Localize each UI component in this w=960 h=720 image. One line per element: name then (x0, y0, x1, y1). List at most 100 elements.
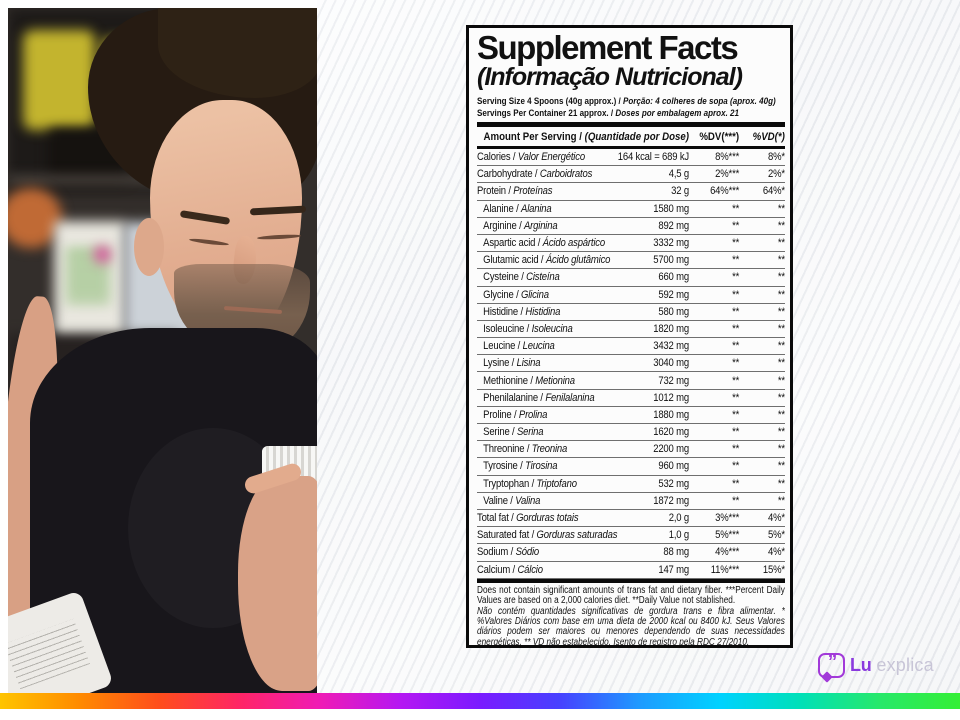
nutrient-name: Total fat / Gorduras totais (477, 512, 579, 525)
table-row: Calcium / Cálcio 147 mg 11%*** 15%* (477, 562, 785, 579)
table-row: Alanine / Alanina 1580 mg ** ** (477, 201, 785, 218)
footnotes: Does not contain significant amounts of … (477, 584, 785, 645)
servings-per-container-line: Servings Per Container 21 approx. / Dose… (477, 107, 740, 119)
table-row: Total fat / Gorduras totais 2,0 g 3%*** 4%* (477, 510, 785, 528)
nutrient-name: Protein / Proteínas (477, 185, 553, 198)
nutrient-vd-value: ** (777, 219, 785, 232)
nutrient-amount: 732 mg (658, 374, 689, 387)
nutrient-dv-value: 5%*** (715, 529, 740, 542)
nutrient-amount: 1580 mg (653, 202, 689, 215)
nutrient-vd-value: ** (777, 271, 785, 284)
nutrient-name: Cysteine / Cisteína (483, 271, 560, 284)
nutrient-amount: 592 mg (658, 288, 689, 301)
table-row: Protein / Proteínas 32 g 64%*** 64%* (477, 183, 785, 201)
footnote-english: Does not contain significant amounts of … (477, 584, 785, 607)
table-row: Phenilalanine / Fenilalanina 1012 mg ** ** (477, 390, 785, 407)
nutrient-amount: 1880 mg (653, 408, 689, 421)
nutrient-amount: 892 mg (658, 219, 689, 232)
nutrient-dv-value: ** (732, 374, 740, 387)
man-ear (134, 218, 164, 276)
nutrient-amount: 88 mg (663, 546, 689, 559)
nutrient-dv-value: ** (732, 477, 740, 490)
nutrient-name: Phenilalanine / Fenilalanina (483, 391, 595, 404)
nutrient-name: Sodium / Sódio (477, 546, 539, 559)
rainbow-bar (0, 693, 960, 709)
nutrient-dv-value: ** (732, 408, 740, 421)
nutrient-name: Histidine / Histidina (483, 305, 561, 318)
nutrient-dv-value: 8%*** (715, 151, 740, 164)
nutrient-name: Proline / Prolina (483, 408, 548, 421)
table-row: Histidine / Histidina 580 mg ** ** (477, 304, 785, 321)
divider-medium (477, 146, 785, 149)
nutrient-name: Isoleucine / Isoleucina (483, 322, 573, 335)
nutrient-vd-value: ** (777, 202, 785, 215)
table-header-row: Amount Per Serving / (Quantidade por Dos… (477, 127, 785, 146)
serving-size-line: Serving Size 4 Spoons (40g approx.) / Po… (477, 96, 776, 107)
divider-thick (477, 122, 785, 127)
nutrient-amount: 2,0 g (668, 512, 689, 525)
nutrient-vd-value: ** (777, 408, 785, 421)
nutrient-amount: 3040 mg (653, 357, 689, 370)
serving-info: Serving Size 4 Spoons (40g approx.) / Po… (477, 96, 785, 119)
nutrient-vd-value: ** (777, 494, 785, 507)
nutrient-vd-value: ** (777, 460, 785, 473)
table-row: Tryptophan / Triptofano 532 mg ** ** (477, 476, 785, 493)
nutrient-amount: 532 mg (658, 477, 689, 490)
nutrient-vd-value: 4%* (767, 512, 785, 525)
table-row: Valine / Valina 1872 mg ** ** (477, 493, 785, 510)
nutrient-amount: 147 mg (658, 563, 689, 576)
nutrient-name: Methionine / Metionina (483, 374, 575, 387)
nutrient-amount: 32 g (671, 185, 689, 198)
nutrient-name: Calcium / Cálcio (477, 563, 543, 576)
nutrient-amount: 1872 mg (653, 494, 689, 507)
divider-thick (477, 578, 785, 583)
nutrient-amount: 1,0 g (668, 529, 689, 542)
nutrient-vd-value: ** (777, 391, 785, 404)
nutrient-vd-value: ** (777, 443, 785, 456)
nutrient-name: Calories / Valor Energético (477, 151, 585, 164)
nutrient-name: Tyrosine / Tirosina (483, 460, 558, 473)
nutrient-vd-value: 64%* (762, 185, 785, 198)
nutrient-dv-value: ** (732, 271, 740, 284)
table-row: Arginine / Arginina 892 mg ** ** (477, 218, 785, 235)
nutrient-dv-value: 3%*** (715, 512, 740, 525)
nutrient-name: Saturated fat / Gorduras saturadas (477, 529, 618, 542)
nutrient-dv-value: ** (732, 202, 740, 215)
nutrient-name: Serine / Serina (483, 426, 544, 439)
nutrient-vd-value: ** (777, 426, 785, 439)
nutrient-name: Glutamic acid / Ácido glutâmico (483, 254, 611, 267)
nutrient-dv-value: 2%*** (715, 168, 740, 181)
table-row: Calories / Valor Energético 164 kcal = 68… (477, 149, 785, 167)
nutrient-name: Arginine / Arginina (483, 219, 558, 232)
table-row: Leucine / Leucina 3432 mg ** ** (477, 338, 785, 356)
table-row: Tyrosine / Tirosina 960 mg ** ** (477, 458, 785, 476)
nutrient-vd-value: ** (777, 477, 785, 490)
nutrient-dv-value: ** (732, 391, 740, 404)
nutrient-name: Leucine / Leucina (483, 340, 555, 353)
table-row: Aspartic acid / Ácido aspártico 3332 mg **… (477, 235, 785, 253)
nutrient-vd-value: ** (777, 237, 785, 250)
nutrient-amount: 5700 mg (653, 254, 689, 267)
nutrient-name: Threonine / Treonina (483, 443, 568, 456)
orange-product (8, 188, 62, 248)
nutrient-dv-value: ** (732, 219, 740, 232)
table-row: Glutamic acid / Ácido glutâmico 5700 mg **… (477, 252, 785, 270)
brand-explica: explica (876, 655, 934, 675)
nutrient-dv-value: 4%*** (715, 546, 740, 559)
nutrient-vd-value: 8%* (767, 151, 785, 164)
nutrient-amount: 3432 mg (653, 340, 689, 353)
nutrient-name: Aspartic acid / Ácido aspártico (483, 237, 605, 250)
column-vd: %VD(*) (752, 131, 785, 143)
yellow-jar (23, 30, 95, 130)
nutrient-amount: 4,5 g (668, 168, 689, 181)
quote-bubble-icon: ” (818, 653, 845, 683)
table-row: Lysine / Lisina 3040 mg ** ** (477, 355, 785, 373)
nutrient-name: Lysine / Lisina (483, 357, 541, 370)
nutrient-amount: 1620 mg (653, 426, 689, 439)
nutrient-vd-value: 5%* (767, 529, 785, 542)
nutrient-name: Alanine / Alanina (483, 202, 552, 215)
nutrient-name: Glycine / Glicina (483, 288, 549, 301)
nutrient-dv-value: ** (732, 460, 740, 473)
table-row: Cysteine / Cisteína 660 mg ** ** (477, 269, 785, 287)
nutrient-amount: 2200 mg (653, 443, 689, 456)
